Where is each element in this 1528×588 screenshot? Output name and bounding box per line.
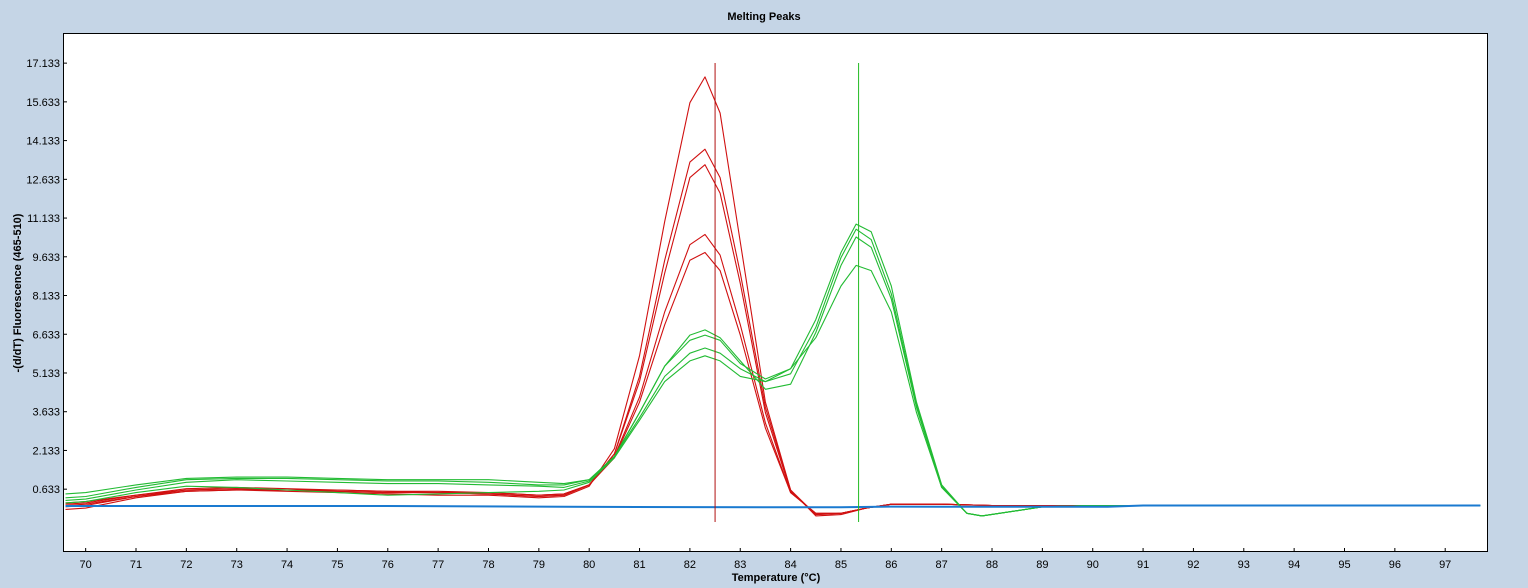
series-line-red-2	[65, 164, 1481, 516]
y-axis-label: -(d/dT) Fluorescence (465-510)	[12, 213, 24, 372]
x-tick-label: 74	[281, 559, 293, 571]
y-tick-label: 2.133	[32, 445, 60, 457]
x-tick-label: 96	[1389, 559, 1401, 571]
x-tick-label: 76	[382, 559, 394, 571]
x-tick-label: 93	[1238, 559, 1250, 571]
series-line-green-5	[65, 223, 1481, 517]
series-line-green-8	[65, 264, 1481, 517]
x-tick-label: 70	[80, 559, 92, 571]
y-tick-label: 9.633	[32, 252, 60, 264]
x-tick-label: 73	[231, 559, 243, 571]
y-tick-label: 3.633	[32, 407, 60, 419]
series-line-red-4	[65, 251, 1481, 514]
x-tick-label: 89	[1036, 559, 1048, 571]
x-tick-label: 87	[936, 559, 948, 571]
plot-area	[63, 33, 1488, 552]
x-tick-label: 78	[482, 559, 494, 571]
chart-title: Melting Peaks	[727, 11, 801, 23]
y-tick-label: 14.133	[26, 136, 60, 148]
series-layer	[65, 76, 1481, 517]
x-tick-label: 88	[986, 559, 998, 571]
y-tick-label: 11.133	[27, 213, 60, 225]
y-axis: 0.633 2.133 3.633 5.133 6.633 8.133 9.633 11.13…	[26, 58, 67, 496]
y-tick-label: 15.633	[26, 97, 60, 109]
x-tick-label: 90	[1087, 559, 1099, 571]
x-tick-label: 77	[432, 559, 444, 571]
marker-layer	[714, 63, 860, 522]
x-tick-label: 80	[583, 559, 595, 571]
x-tick-label: 97	[1439, 559, 1451, 571]
y-tick-label: 17.133	[26, 58, 60, 70]
series-line-red-3	[65, 233, 1481, 514]
x-tick-label: 83	[734, 559, 746, 571]
x-tick-label: 82	[684, 559, 696, 571]
x-tick-label: 71	[130, 559, 142, 571]
x-tick-label: 86	[885, 559, 897, 571]
y-tick-label: 5.133	[32, 368, 60, 380]
series-line-blue-9	[65, 504, 1481, 509]
x-tick-label: 72	[180, 559, 192, 571]
x-tick-label: 81	[633, 559, 645, 571]
x-tick-label: 75	[331, 559, 343, 571]
series-line-green-7	[65, 228, 1481, 517]
x-tick-label: 84	[784, 559, 796, 571]
x-tick-label: 85	[835, 559, 847, 571]
series-line-red-1	[65, 148, 1481, 516]
x-tick-label: 95	[1338, 559, 1350, 571]
y-tick-label: 8.133	[32, 291, 60, 303]
x-tick-label: 91	[1137, 559, 1149, 571]
y-tick-label: 12.633	[26, 174, 60, 186]
y-tick-label: 6.633	[32, 329, 60, 341]
x-tick-label: 94	[1288, 559, 1300, 571]
x-tick-label: 79	[533, 559, 545, 571]
series-line-red-0	[65, 76, 1481, 517]
x-axis-label: Temperature (°C)	[732, 572, 821, 584]
x-tick-label: 92	[1187, 559, 1199, 571]
y-tick-label: 0.633	[32, 484, 60, 496]
x-axis: 70 71 72 73 74 75 76 77 78 79 80 81 82 83 84 85 86 87 88 89…	[80, 548, 1451, 571]
